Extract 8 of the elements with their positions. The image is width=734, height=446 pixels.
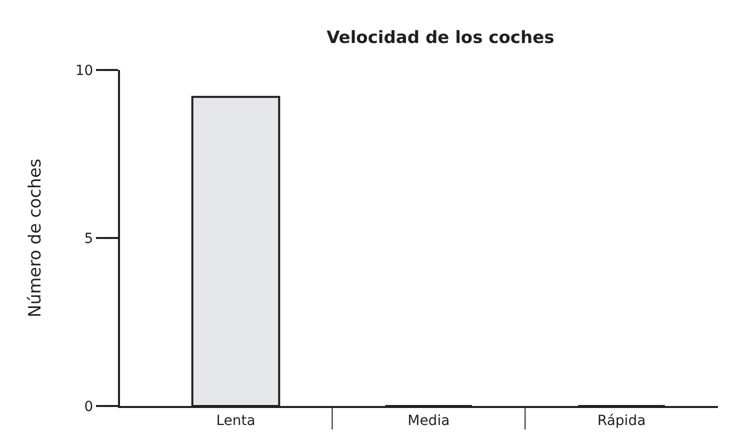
x-tick-label: Media bbox=[408, 412, 450, 429]
y-tick-label: 10 bbox=[75, 62, 94, 79]
y-tick-label: 5 bbox=[84, 230, 94, 247]
x-tick-label: Rápida bbox=[597, 412, 646, 429]
y-tick-label: 0 bbox=[84, 398, 94, 415]
y-axis-title: Número de coches bbox=[25, 158, 46, 318]
chart-title: Velocidad de los coches bbox=[326, 28, 554, 48]
x-tick-label: Lenta bbox=[216, 412, 256, 429]
